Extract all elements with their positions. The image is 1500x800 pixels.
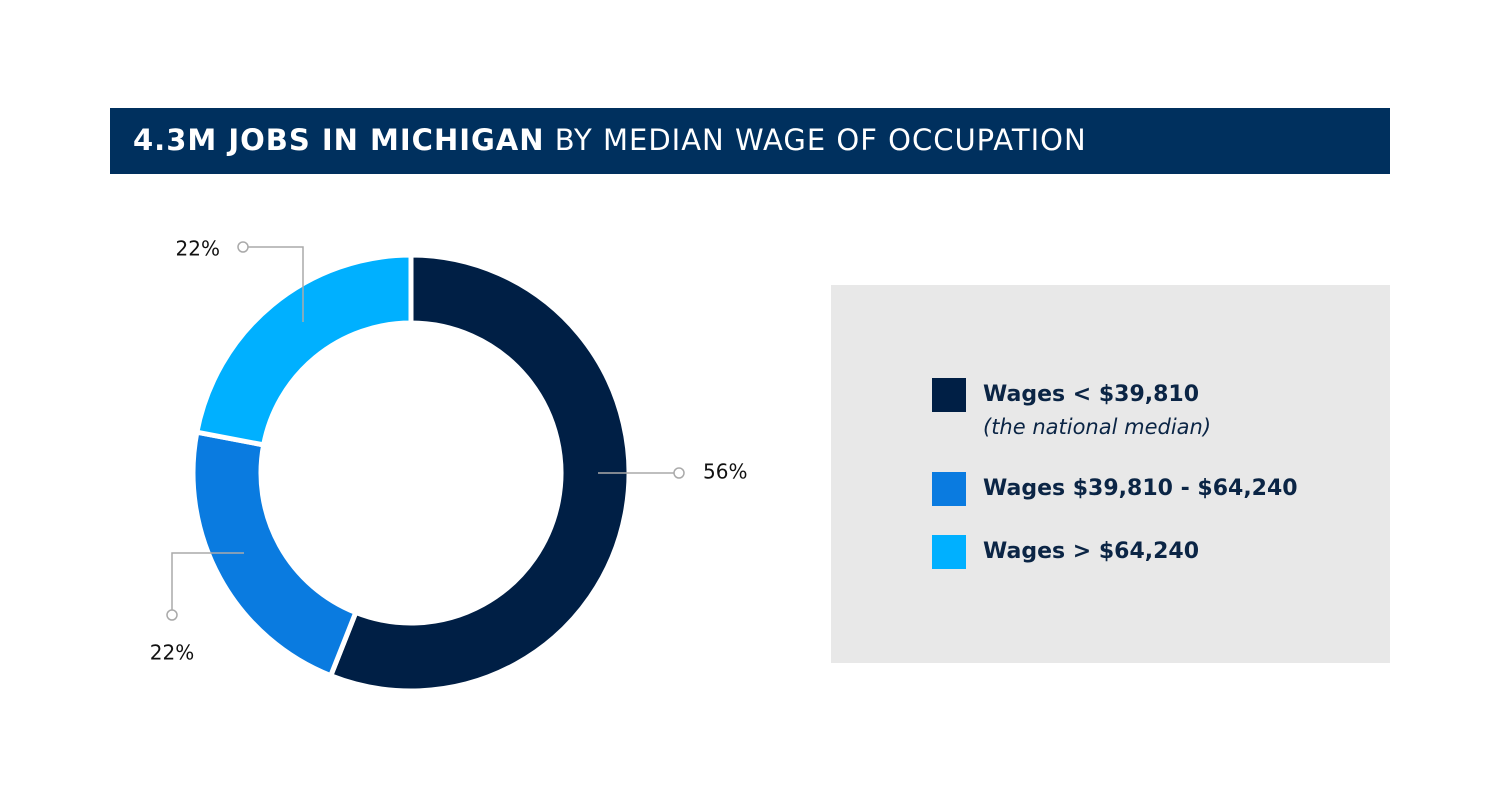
leader-line [243,246,304,322]
legend-label: Wages $39,810 - $64,240 [983,476,1298,501]
leader-line [171,552,244,615]
leader-dot [166,609,178,621]
legend-label: Wages > $64,240 [983,539,1199,564]
pie-slice [193,252,414,448]
legend-note: (the national median) [983,415,1211,439]
leader-dot [237,241,249,253]
legend-box [831,285,1390,663]
legend-swatch [932,378,966,412]
pie-slice [190,429,360,679]
data-label: 22% [150,641,194,665]
legend-label: Wages < $39,810 [983,382,1199,407]
title-rest: BY MEDIAN WAGE OF OCCUPATION [555,123,1087,157]
data-label: 56% [703,460,747,484]
legend-swatch [932,472,966,506]
chart-title: 4.3M JOBS IN MICHIGAN BY MEDIAN WAGE OF … [133,123,1087,157]
title-bar [110,108,1390,174]
pie-slice [327,252,632,694]
title-emphasis: 4.3M JOBS IN MICHIGAN [133,123,545,157]
legend-swatch [932,535,966,569]
data-label: 22% [176,237,220,261]
leader-dot [673,467,685,479]
